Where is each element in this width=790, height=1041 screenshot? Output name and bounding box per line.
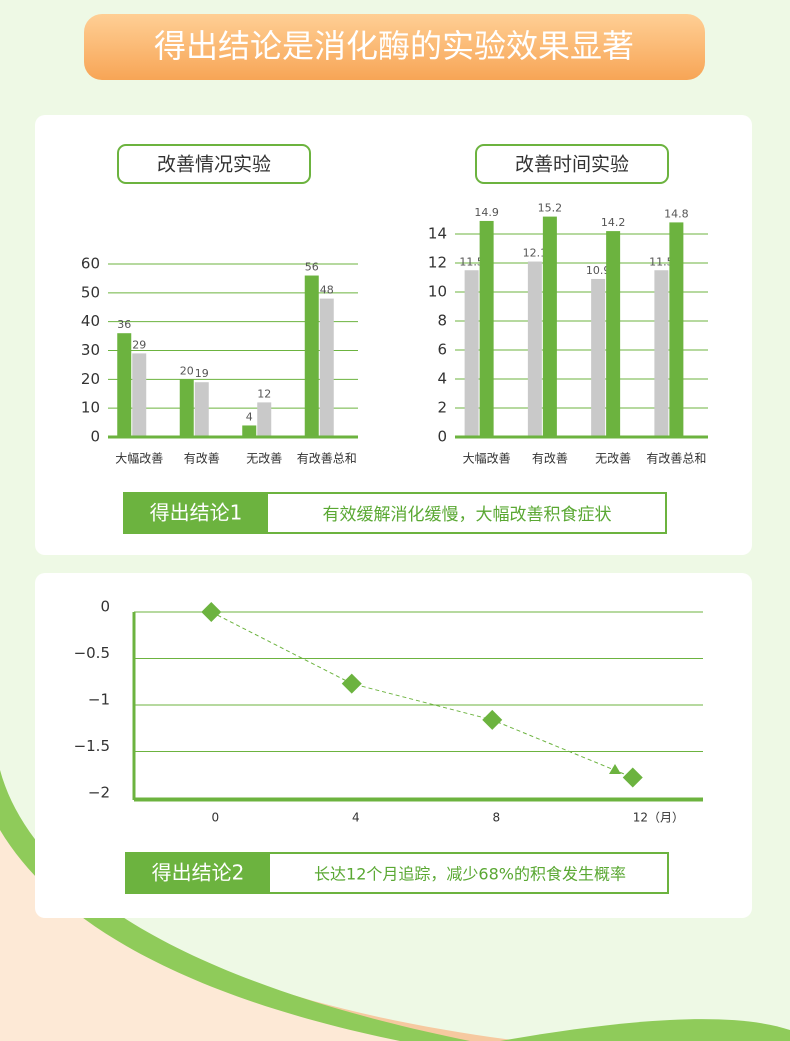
x-tick-label: 大幅改善: [115, 451, 163, 466]
y-tick-label: 10: [81, 399, 100, 417]
x-tick-label: 8: [492, 811, 500, 825]
value-label: 20: [180, 364, 194, 377]
y-tick-label: −0.5: [74, 644, 110, 662]
x-tick-label: 有改善: [532, 451, 568, 466]
y-tick-label: 2: [437, 399, 447, 417]
bar: [464, 270, 479, 437]
x-tick-label: 0: [211, 811, 219, 825]
decor-light: [0, 830, 400, 1041]
y-tick-label: 12: [428, 254, 447, 272]
bar: [606, 231, 621, 437]
point: [341, 673, 362, 694]
value-label: 15.2: [538, 202, 563, 215]
conclusion-label-box: [124, 493, 268, 533]
value-label: 36: [117, 318, 131, 331]
bar: [179, 379, 194, 437]
value-label: 56: [305, 261, 319, 274]
bar: [527, 261, 542, 437]
value-label: 12.1: [523, 247, 548, 260]
value-label: 14.8: [664, 207, 689, 220]
bar: [479, 220, 494, 437]
x-tick-label: 有改善: [184, 451, 220, 466]
card: [35, 115, 752, 555]
y-tick-label: 30: [81, 341, 100, 359]
y-tick-label: 8: [437, 312, 447, 330]
y-tick-label: −2: [88, 784, 110, 802]
y-tick-label: −1.5: [74, 737, 110, 755]
bar: [242, 425, 257, 437]
point: [482, 709, 503, 730]
value-label: 29: [132, 338, 146, 351]
decor-green-right: [500, 1019, 790, 1041]
value-label: 4: [246, 410, 253, 423]
value-label: 48: [320, 284, 334, 297]
point: [201, 602, 222, 622]
x-tick-label: 4: [352, 811, 360, 825]
value-label: 19: [195, 367, 209, 380]
x-tick-label: 无改善: [595, 451, 631, 466]
y-tick-label: 0: [90, 428, 100, 446]
bar: [591, 278, 606, 437]
bar: [669, 222, 684, 437]
y-tick-label: 4: [437, 370, 447, 388]
bar: [654, 270, 669, 437]
y-tick-label: 60: [81, 255, 100, 273]
conclusion-text: 有效缓解消化缓慢，大幅改善积食症状: [323, 504, 612, 525]
title-banner: [84, 14, 705, 80]
x-tick-label: 无改善: [246, 451, 282, 466]
chart-title: 改善情况实验: [157, 154, 271, 176]
value-label: 11.5: [649, 255, 674, 268]
y-tick-label: 6: [437, 341, 447, 359]
line: [211, 611, 633, 779]
chart-title: 改善时间实验: [515, 154, 629, 176]
page-title: 得出结论是消化酶的实验效果显著: [154, 27, 634, 65]
bar: [542, 216, 557, 437]
point: [622, 767, 643, 788]
x-tick-label: 12（月）: [633, 811, 684, 825]
y-tick-label: 20: [81, 370, 100, 388]
conclusion-label: 得出结论1: [150, 501, 243, 525]
bar: [319, 298, 334, 437]
y-tick-label: 40: [81, 312, 100, 330]
y-tick-label: −1: [88, 691, 110, 709]
bar: [257, 402, 272, 437]
value-label: 12: [257, 387, 271, 400]
bar: [194, 382, 209, 437]
conclusion-text: 长达12个月追踪，减少68%的积食发生概率: [314, 865, 626, 884]
y-tick-label: 0: [437, 428, 447, 446]
value-label: 14.9: [474, 206, 499, 219]
x-tick-label: 有改善总和: [646, 451, 706, 466]
conclusion-label: 得出结论2: [152, 861, 245, 885]
chart-title-pill: [475, 144, 669, 184]
value-label: 11.5: [459, 255, 484, 268]
y-tick-label: 10: [428, 283, 447, 301]
conclusion-label-box: [126, 853, 270, 893]
value-label: 10.9: [586, 264, 611, 277]
y-tick-label: 0: [100, 598, 110, 616]
bar: [304, 275, 319, 437]
x-tick-label: 有改善总和: [297, 451, 357, 466]
chart-title-pill: [117, 144, 311, 184]
value-label: 14.2: [601, 216, 626, 229]
arrow-head: [609, 764, 621, 774]
y-tick-label: 50: [81, 283, 100, 301]
bar: [132, 353, 147, 437]
bar: [117, 333, 132, 437]
x-tick-label: 大幅改善: [463, 451, 511, 466]
card: [35, 573, 752, 918]
y-tick-label: 14: [428, 225, 447, 243]
